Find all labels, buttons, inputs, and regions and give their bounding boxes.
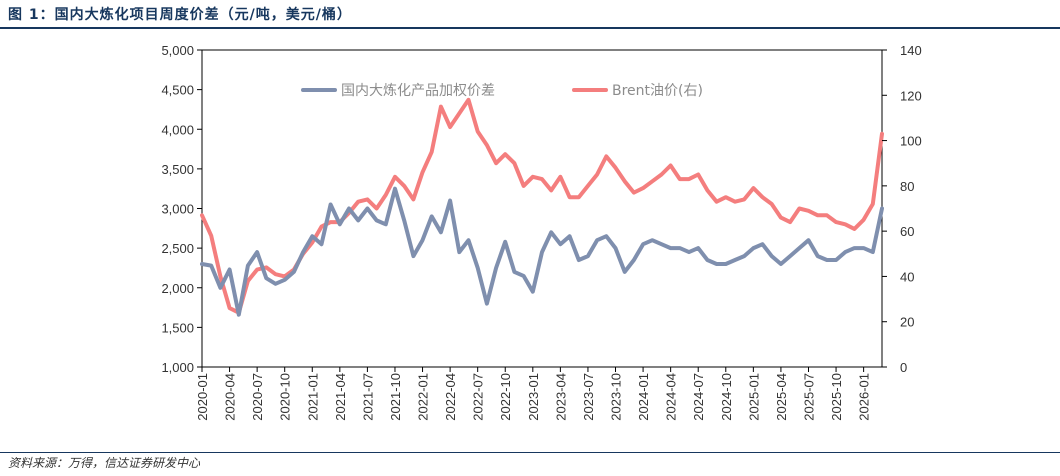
left-tick-label: 5,000	[161, 43, 194, 58]
right-tick-label: 100	[900, 134, 922, 149]
x-tick-label: 2024-04	[664, 373, 679, 421]
x-axis-ticks: 2020-01 2020-04 2020-07 2020-10 2021-01 2021-…	[195, 367, 872, 421]
x-tick-label: 2022-07	[471, 373, 486, 421]
chart: 5,000 4,500 4,000 3,500 3,000 2,500 2,000 1,500…	[161, 43, 922, 421]
x-tick-label: 2021-07	[360, 373, 375, 421]
x-tick-label: 2023-07	[581, 373, 596, 421]
series-lines	[200, 97, 884, 317]
x-tick-label: 2023-10	[609, 373, 624, 421]
right-tick-label: 140	[900, 43, 922, 58]
series-line-brent	[200, 97, 884, 315]
x-tick-label: 2025-07	[801, 373, 816, 421]
x-tick-label: 2021-01	[305, 373, 320, 421]
x-tick-label: 2024-07	[691, 373, 706, 421]
left-tick-label: 3,000	[161, 202, 194, 217]
plot-area	[201, 49, 883, 368]
right-tick-label: 40	[900, 269, 914, 284]
left-tick-label: 1,000	[161, 360, 194, 375]
x-tick-label: 2023-01	[526, 373, 541, 421]
right-tick-label: 80	[900, 179, 914, 194]
legend: 国内大炼化产品加权价差 Brent油价(右)	[301, 83, 703, 99]
x-tick-label: 2025-01	[746, 373, 761, 421]
x-tick-label: 2022-01	[416, 373, 431, 421]
right-tick-label: 20	[900, 315, 914, 330]
x-tick-label: 2021-04	[333, 373, 348, 421]
plot-border	[201, 49, 883, 368]
left-tick-label: 1,500	[161, 320, 194, 335]
left-tick-label: 3,500	[161, 162, 194, 177]
x-tick-label: 2022-10	[498, 373, 513, 421]
figure-title: 图 1：国内大炼化项目周度价差（元/吨，美元/桶）	[8, 7, 352, 23]
x-tick-label: 2025-10	[829, 373, 844, 421]
left-tick-label: 2,000	[161, 281, 194, 296]
x-tick-label: 2020-04	[223, 373, 238, 421]
x-tick-label: 2020-07	[250, 373, 265, 421]
right-axis-ticks: 140 120 100 80 60 40 20 0	[882, 43, 922, 375]
x-tick-label: 2020-10	[278, 373, 293, 421]
legend-label-price-spread: 国内大炼化产品加权价差	[341, 83, 495, 99]
left-tick-label: 4,500	[161, 83, 194, 98]
left-axis-ticks: 5,000 4,500 4,000 3,500 3,000 2,500 2,000 1,500…	[161, 43, 202, 375]
x-tick-label: 2024-10	[719, 373, 734, 421]
x-tick-label: 2025-04	[774, 373, 789, 421]
x-tick-label: 2026-01	[857, 373, 872, 421]
right-tick-label: 0	[900, 360, 907, 375]
title-rule	[0, 27, 1060, 29]
right-tick-label: 60	[900, 224, 914, 239]
legend-label-brent: Brent油价(右)	[612, 83, 703, 99]
left-tick-label: 4,000	[161, 122, 194, 137]
left-tick-label: 2,500	[161, 241, 194, 256]
source-rule	[0, 452, 1060, 453]
source-note: 资料来源：万得，信达证券研发中心	[8, 456, 201, 470]
x-tick-label: 2021-10	[388, 373, 403, 421]
series-line-price-spread	[200, 186, 884, 317]
x-tick-label: 2024-01	[636, 373, 651, 421]
x-tick-label: 2020-01	[195, 373, 210, 421]
x-tick-label: 2022-04	[443, 373, 458, 421]
x-tick-label: 2023-04	[553, 373, 568, 421]
right-tick-label: 120	[900, 88, 922, 103]
